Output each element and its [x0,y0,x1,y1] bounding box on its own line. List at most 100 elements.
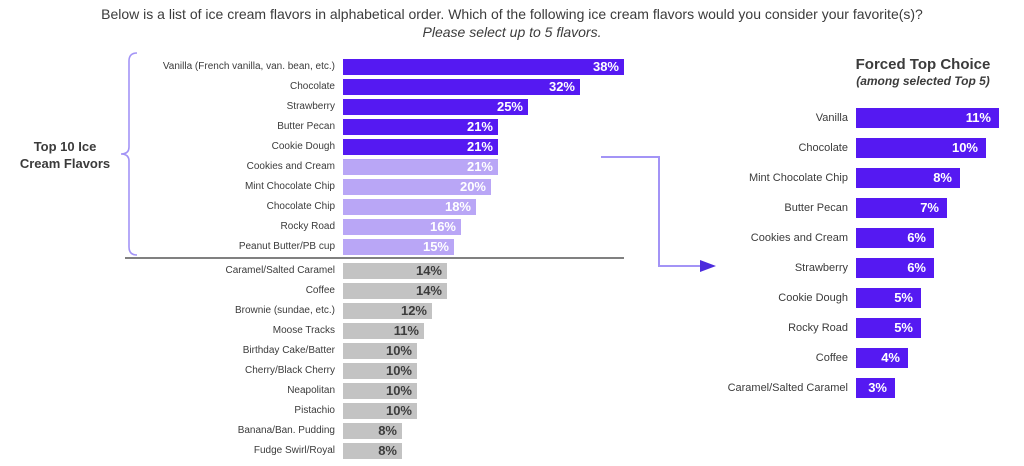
forced-top-choice-title: Forced Top Choice [855,56,991,73]
bar-value: 8% [378,423,397,438]
bar-row: Caramel/Salted Caramel 14% [0,263,447,283]
bar-row: Pistachio 10% [0,403,447,423]
bar-value: 8% [933,170,952,185]
bar-value: 10% [385,383,412,398]
bar-label: Caramel/Salted Caramel [727,382,848,394]
bar-label: Coffee [815,352,848,364]
bar-label: Vanilla (French vanilla, van. bean, etc.… [162,61,335,72]
bar-row: Cookie Dough 21% [0,139,624,159]
bar: 7% [856,198,947,218]
bar: 18% [343,199,476,215]
bar-value: 6% [907,260,926,275]
question-line1: Below is a list of ice cream flavors in … [101,6,923,22]
bar: 6% [856,258,934,278]
top10-group-label-line2: Cream Flavors [19,156,111,171]
bar-value: 10% [385,343,412,358]
bar-label: Mint Chocolate Chip [748,172,848,184]
bar: 20% [343,179,491,195]
bar-label: Banana/Ban. Pudding [237,425,335,436]
bar: 11% [856,108,999,128]
bar: 21% [343,159,498,175]
bar-label: Neapolitan [287,385,335,396]
bar-label: Caramel/Salted Caramel [225,265,336,276]
bar-value: 21% [466,119,493,134]
bar-label: Cookies and Cream [750,232,848,244]
bar-row: Mint Chocolate Chip 8% [650,168,999,198]
bar-row: Vanilla (French vanilla, van. bean, etc.… [0,59,624,79]
bar: 21% [343,119,498,135]
bar-label: Peanut Butter/PB cup [238,241,335,252]
bar-label: Vanilla [815,112,848,124]
bar-row: Peanut Butter/PB cup 15% [0,239,624,259]
bar-row: Strawberry 25% [0,99,624,119]
bar: 3% [856,378,895,398]
bar-row: Cookies and Cream 21% [0,159,624,179]
bar-row: Chocolate 10% [650,138,999,168]
bar-row: Rocky Road 16% [0,219,624,239]
bar-row: Moose Tracks 11% [0,323,447,343]
bar-label: Cookie Dough [778,292,848,304]
bar: 4% [856,348,908,368]
bar-label: Fudge Swirl/Royal [253,445,335,456]
bar: 25% [343,99,528,115]
bar-row: Cookie Dough 5% [650,288,999,318]
bar-label: Coffee [305,285,335,296]
bar: 10% [343,343,417,359]
bar-value: 18% [444,199,471,214]
bar: 12% [343,303,432,319]
bar-value: 38% [592,59,619,74]
bar-row: Butter Pecan 7% [650,198,999,228]
bar-value: 4% [881,350,900,365]
bar: 6% [856,228,934,248]
bar-label: Chocolate [289,81,335,92]
header-question: Below is a list of ice cream flavors in … [0,5,1024,41]
bar-value: 14% [415,283,442,298]
bar: 14% [343,283,447,299]
bar-row: Strawberry 6% [650,258,999,288]
bar: 15% [343,239,454,255]
bar-value: 20% [459,179,486,194]
bar-row: Caramel/Salted Caramel 3% [650,378,999,408]
bar-value: 25% [496,99,523,114]
bar-label: Rocky Road [788,322,848,334]
bar-label: Butter Pecan [784,202,848,214]
bar-label: Brownie (sundae, etc.) [234,305,335,316]
bar-value: 10% [385,363,412,378]
bar-label: Strawberry [794,262,848,274]
bar-value: 15% [422,239,449,254]
bar-row: Butter Pecan 21% [0,119,624,139]
bar-value: 21% [466,139,493,154]
bar-value: 3% [868,380,887,395]
bar-value: 21% [466,159,493,174]
bar-value: 8% [378,443,397,458]
bar-label: Birthday Cake/Batter [242,345,335,356]
bar-row: Chocolate 32% [0,79,624,99]
question-line2: Please select up to 5 flavors. [422,24,602,40]
bar-row: Fudge Swirl/Royal 8% [0,443,447,463]
bar: 10% [856,138,986,158]
forced-top-choice-subtitle: (among selected Top 5) [856,74,990,88]
bar-label: Cookies and Cream [246,161,335,172]
forced-top-choice-bar-group: Vanilla 11% Chocolate 10% Mint Chocolate Chi… [650,108,999,408]
bar: 5% [856,288,921,308]
bar: 32% [343,79,580,95]
top10-bar-group: Vanilla (French vanilla, van. bean, etc.… [0,59,624,259]
bar-value: 11% [393,323,419,338]
bar-value: 14% [415,263,442,278]
bar-label: Cherry/Black Cherry [244,365,335,376]
bar-row: Mint Chocolate Chip 20% [0,179,624,199]
bar-row: Brownie (sundae, etc.) 12% [0,303,447,323]
divider-line [125,257,624,259]
bar-value: 5% [894,290,913,305]
bar-row: Neapolitan 10% [0,383,447,403]
bar-label: Chocolate [798,142,848,154]
bar-value: 6% [907,230,926,245]
bar-value: 10% [385,403,412,418]
bar: 14% [343,263,447,279]
bar-row: Coffee 4% [650,348,999,378]
top10-group-label-line1: Top 10 Ice [33,139,97,154]
other-flavors-bar-group: Caramel/Salted Caramel 14% Coffee 14% Browni… [0,263,447,463]
bar-value: 12% [400,303,427,318]
bar: 10% [343,363,417,379]
